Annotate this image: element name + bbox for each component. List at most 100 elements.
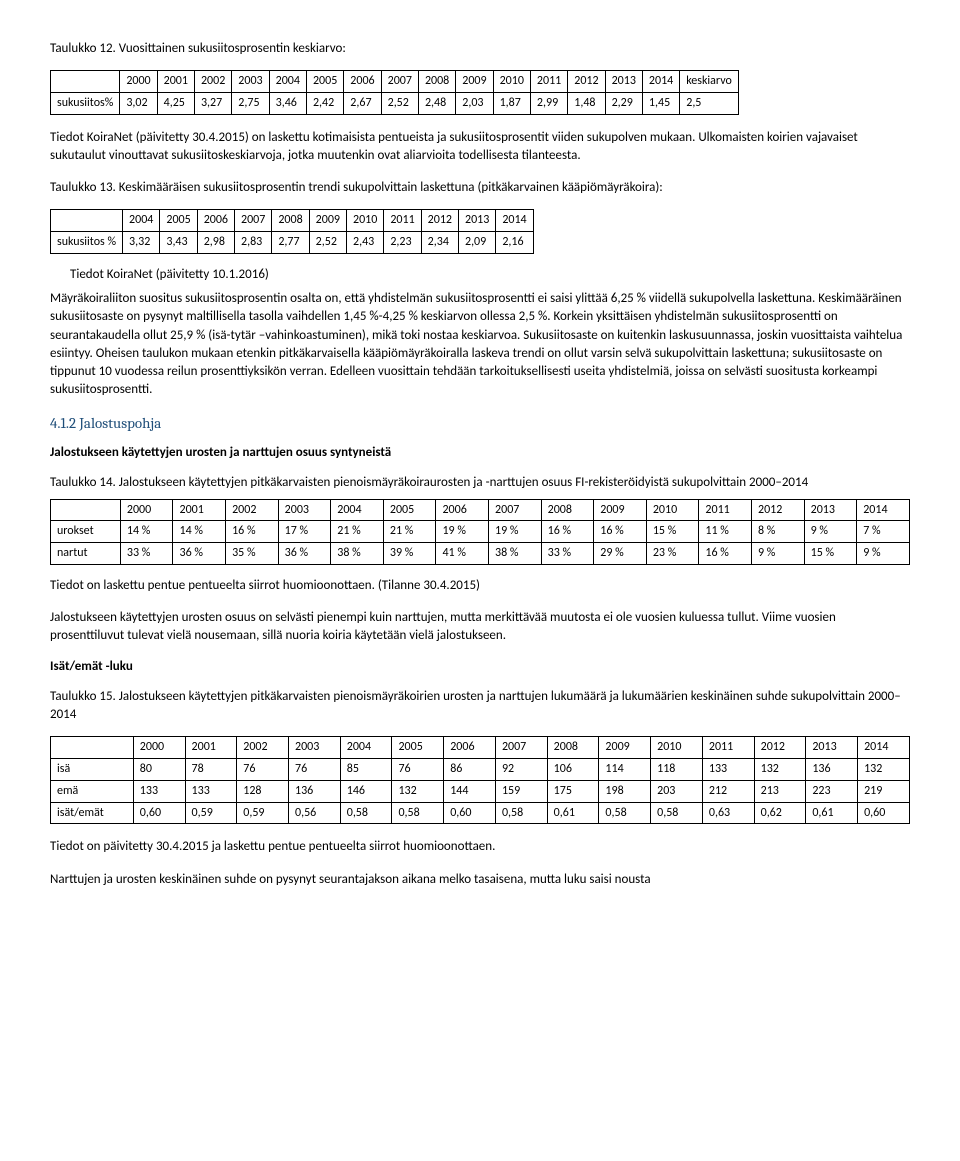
cell: 2014: [496, 210, 533, 232]
cell: 33 %: [541, 543, 594, 565]
cell: 19 %: [489, 521, 542, 543]
row-label: sukusiitos%: [51, 92, 120, 114]
cell: 0,61: [547, 802, 599, 824]
cell: 9 %: [804, 521, 857, 543]
cell: 0,59: [237, 802, 289, 824]
cell: 2007: [381, 71, 418, 93]
table-row: emä 133 133 128 136 146 132 144 159 175 …: [51, 780, 910, 802]
cell: 0,56: [289, 802, 341, 824]
cell: 3,46: [269, 92, 306, 114]
cell: 106: [547, 758, 599, 780]
cell: 2003: [289, 737, 341, 759]
cell: 2013: [804, 499, 857, 521]
cell: 2,99: [530, 92, 567, 114]
cell: 2005: [392, 737, 444, 759]
table14: 2000 2001 2002 2003 2004 2005 2006 2007 …: [50, 499, 910, 565]
cell: 2002: [194, 71, 231, 93]
cell: 36 %: [278, 543, 331, 565]
heading-412: 4.1.2 Jalostuspohja: [50, 413, 910, 434]
table13-caption: Taulukko 13. Keskimääräisen sukusiitospr…: [50, 179, 910, 197]
table14-after: Tiedot on laskettu pentue pentueelta sii…: [50, 577, 910, 595]
table-row: isät/emät 0,60 0,59 0,59 0,56 0,58 0,58 …: [51, 802, 910, 824]
cell: 16 %: [594, 521, 647, 543]
cell: 136: [806, 758, 858, 780]
cell-empty: [51, 210, 123, 232]
cell: 38 %: [331, 543, 384, 565]
cell: 2006: [344, 71, 381, 93]
cell: 0,58: [340, 802, 392, 824]
cell: 4,25: [157, 92, 194, 114]
cell: 2005: [306, 71, 343, 93]
cell: 8 %: [752, 521, 805, 543]
cell: 2011: [530, 71, 567, 93]
cell: 2014: [857, 499, 910, 521]
cell: 14 %: [173, 521, 226, 543]
cell: 203: [651, 780, 703, 802]
table15-after: Tiedot on päivitetty 30.4.2015 ja lasket…: [50, 838, 910, 856]
table-row: nartut 33 % 36 % 35 % 36 % 38 % 39 % 41 …: [51, 543, 910, 565]
cell: 2008: [272, 210, 309, 232]
cell: 2,77: [272, 232, 309, 254]
cell: 92: [495, 758, 547, 780]
cell: 2,43: [347, 232, 384, 254]
cell: 132: [754, 758, 806, 780]
cell: 2010: [651, 737, 703, 759]
cell: 16 %: [226, 521, 279, 543]
cell: 15 %: [646, 521, 699, 543]
cell: 2005: [383, 499, 436, 521]
cell: [51, 499, 121, 521]
cell: 2011: [702, 737, 754, 759]
cell: 0,60: [133, 802, 185, 824]
cell: 2007: [489, 499, 542, 521]
cell: 76: [289, 758, 341, 780]
table-row: sukusiitos% 3,02 4,25 3,27 2,75 3,46 2,4…: [51, 92, 739, 114]
cell: 2001: [173, 499, 226, 521]
cell: 2012: [568, 71, 605, 93]
cell: 1,45: [642, 92, 679, 114]
cell: 213: [754, 780, 806, 802]
cell: 2007: [495, 737, 547, 759]
cell: 219: [858, 780, 910, 802]
cell: 14 %: [120, 521, 173, 543]
cell: 212: [702, 780, 754, 802]
cell: 38 %: [489, 543, 542, 565]
cell: 0,59: [185, 802, 237, 824]
cell: 2003: [232, 71, 269, 93]
cell: 2003: [278, 499, 331, 521]
cell-empty: [51, 71, 120, 93]
table12-caption: Taulukko 12. Vuosittainen sukusiitospros…: [50, 40, 910, 58]
table12: 2000 2001 2002 2003 2004 2005 2006 2007 …: [50, 70, 739, 115]
cell: 0,60: [858, 802, 910, 824]
cell: 2008: [541, 499, 594, 521]
cell: 23 %: [646, 543, 699, 565]
cell: 76: [392, 758, 444, 780]
cell: 0,58: [392, 802, 444, 824]
cell: 175: [547, 780, 599, 802]
cell: 2010: [646, 499, 699, 521]
table-row: isä 80 78 76 76 85 76 86 92 106 114 118 …: [51, 758, 910, 780]
table15-caption: Taulukko 15. Jalostukseen käytettyjen pi…: [50, 688, 910, 724]
cell: 2,09: [458, 232, 495, 254]
cell: 29 %: [594, 543, 647, 565]
cell: 2013: [458, 210, 495, 232]
cell: 0,58: [599, 802, 651, 824]
isat-emat-heading: Isät/emät -luku: [50, 658, 910, 676]
table13: 2004 2005 2006 2007 2008 2009 2010 2011 …: [50, 209, 534, 254]
table-row: urokset 14 % 14 % 16 % 17 % 21 % 21 % 19…: [51, 521, 910, 543]
cell: 132: [392, 780, 444, 802]
table15: 2000 2001 2002 2003 2004 2005 2006 2007 …: [50, 736, 910, 824]
cell: 2,52: [381, 92, 418, 114]
cell: 2,98: [197, 232, 234, 254]
cell: 198: [599, 780, 651, 802]
cell: 3,27: [194, 92, 231, 114]
cell: urokset: [51, 521, 121, 543]
cell: 9 %: [857, 543, 910, 565]
last-paragraph: Narttujen ja urosten keskinäinen suhde o…: [50, 871, 910, 889]
table-row: 2000 2001 2002 2003 2004 2005 2006 2007 …: [51, 499, 910, 521]
table-row: 2000 2001 2002 2003 2004 2005 2006 2007 …: [51, 737, 910, 759]
cell: 0,61: [806, 802, 858, 824]
cell: 76: [237, 758, 289, 780]
cell: 2011: [699, 499, 752, 521]
cell: 3,43: [160, 232, 197, 254]
paragraph-t12-after: Tiedot KoiraNet (päivitetty 30.4.2015) o…: [50, 129, 910, 165]
